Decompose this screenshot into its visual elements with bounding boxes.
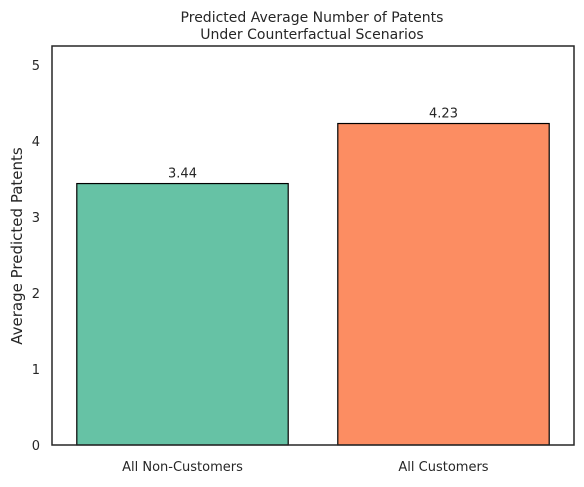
x-tick-label-0: All Non-Customers xyxy=(122,460,243,475)
y-tick-label-4: 4 xyxy=(32,135,40,150)
plot-area-frame xyxy=(51,45,575,446)
y-axis-label: Average Predicted Patents xyxy=(8,147,26,345)
bar-value-label-1: 4.23 xyxy=(429,107,458,122)
bar-0 xyxy=(76,182,289,446)
bars-layer: 3.44 4.23 xyxy=(76,107,550,446)
y-ticks-layer: 0 1 2 3 4 5 xyxy=(32,59,40,454)
y-tick-label-1: 1 xyxy=(32,363,40,378)
bar-value-label-0: 3.44 xyxy=(168,167,197,182)
y-tick-label-2: 2 xyxy=(32,287,40,302)
bar-1 xyxy=(337,122,550,446)
y-tick-label-0: 0 xyxy=(32,439,40,454)
y-tick-label-5: 5 xyxy=(32,59,40,74)
chart-title-line-2: Under Counterfactual Scenarios xyxy=(200,27,423,43)
y-tick-label-3: 3 xyxy=(32,211,40,226)
x-ticks-layer: All Non-Customers All Customers xyxy=(122,460,489,475)
chart-title-line-1: Predicted Average Number of Patents xyxy=(181,10,444,26)
x-tick-label-1: All Customers xyxy=(398,460,488,475)
